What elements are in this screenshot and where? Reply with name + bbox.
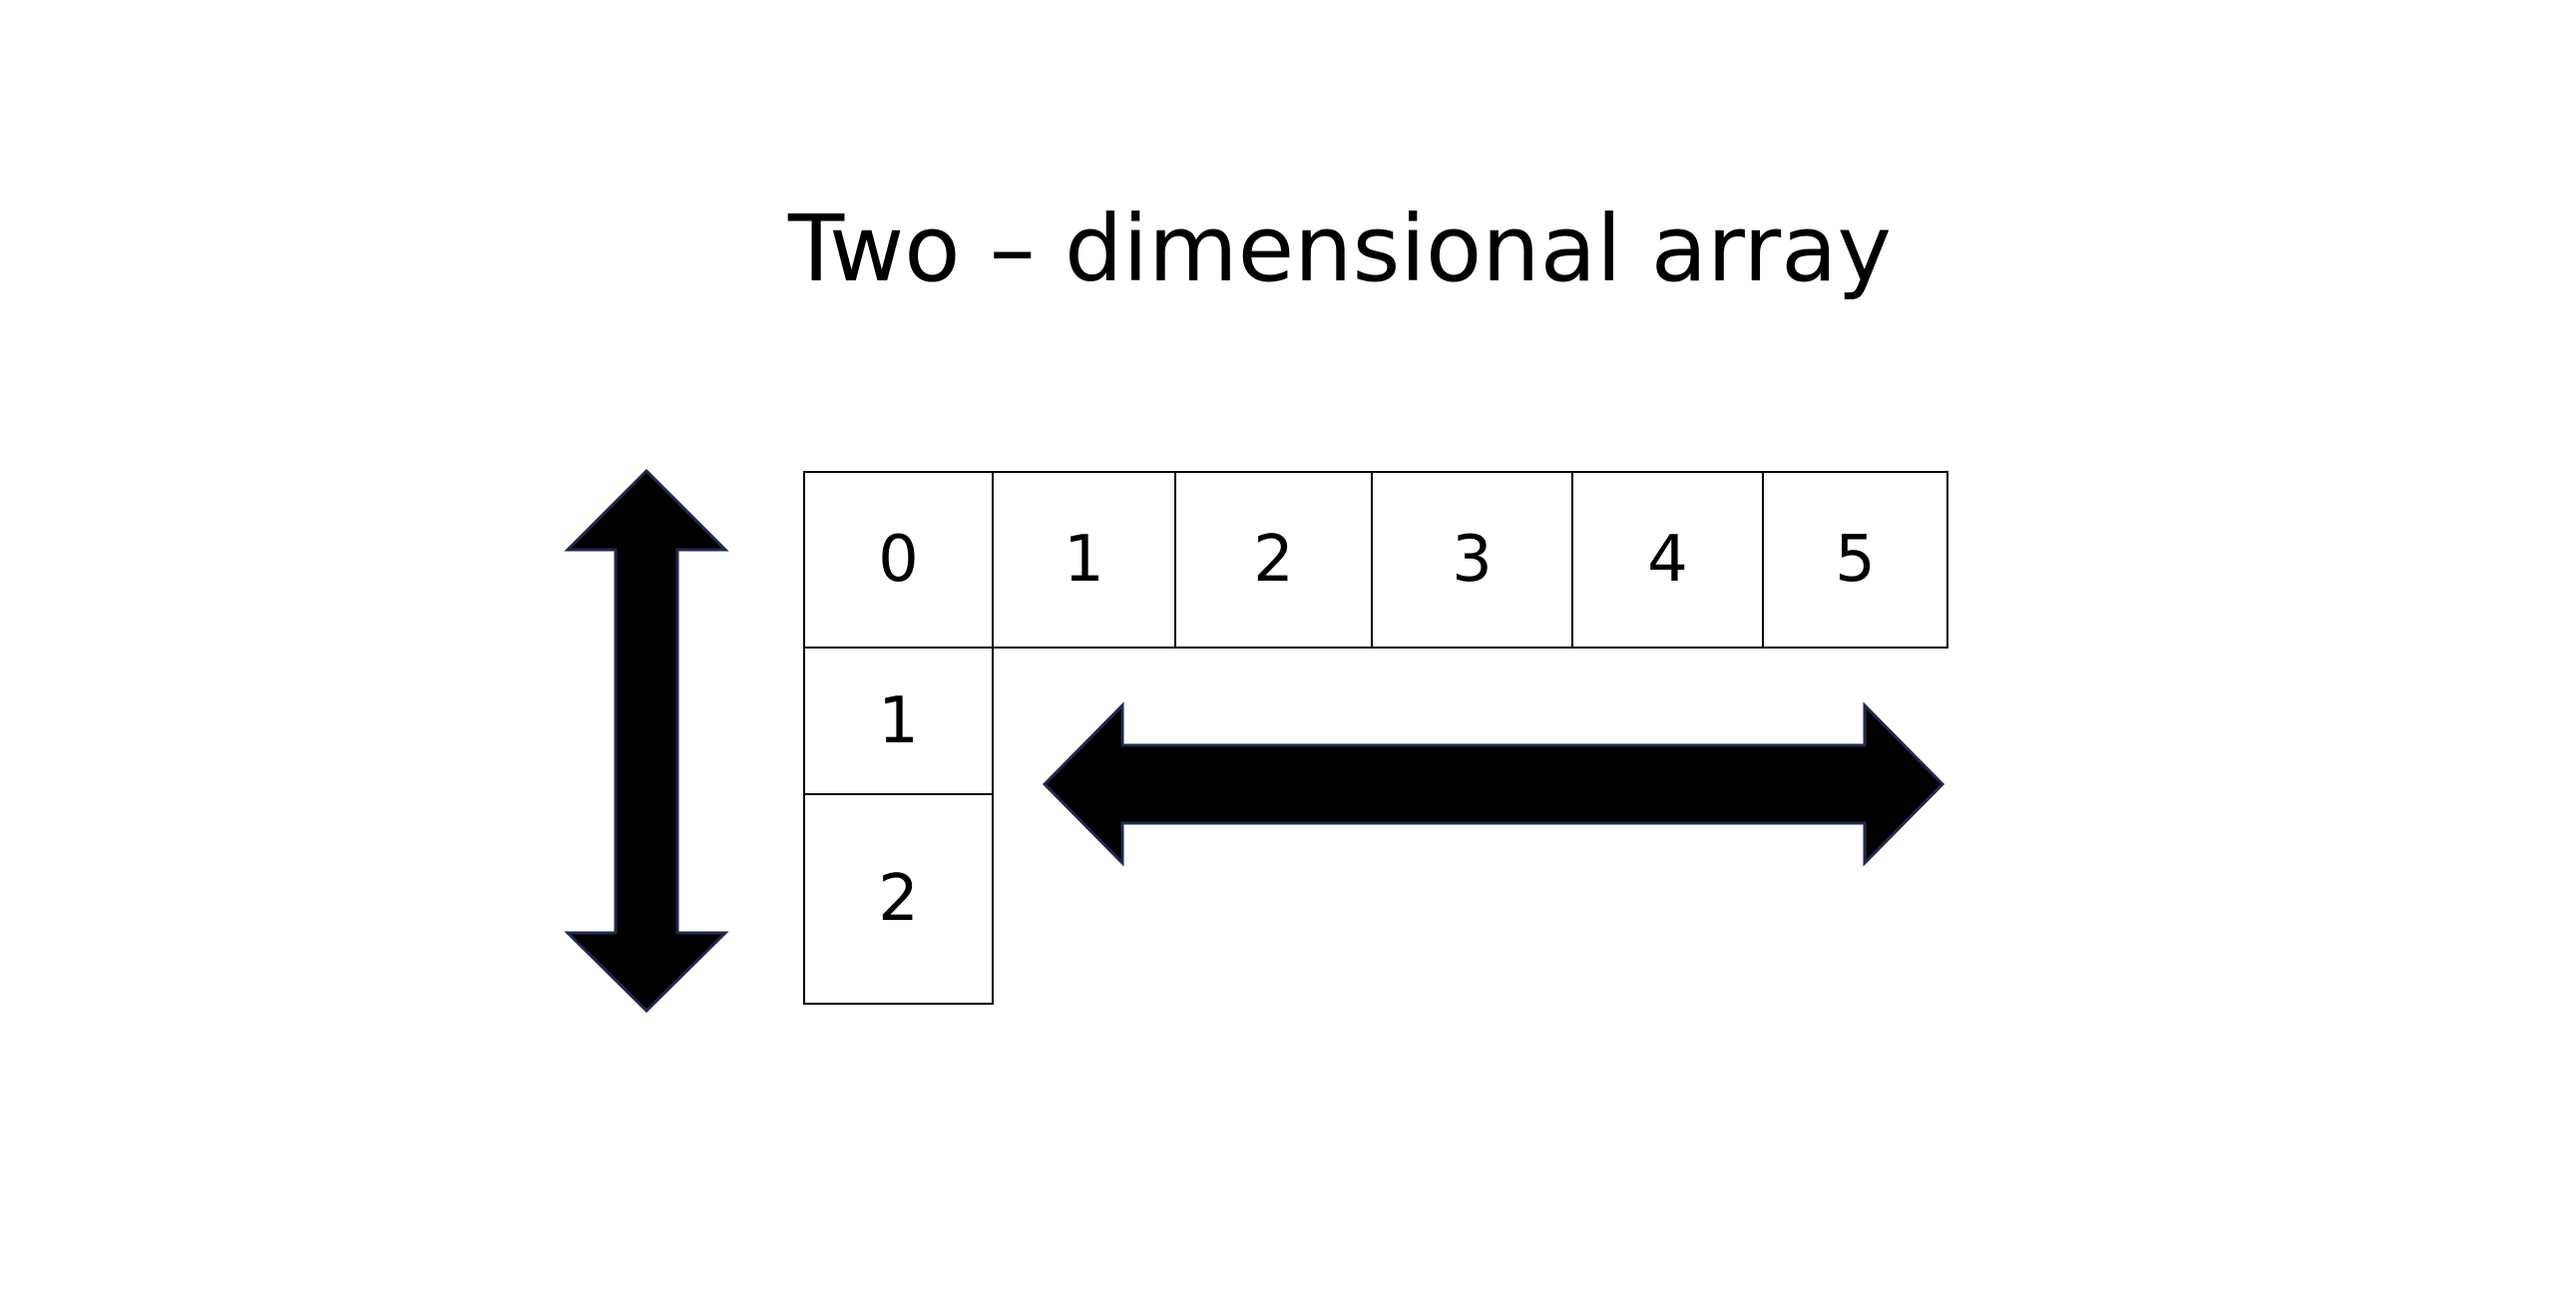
array-cell-row0-col4: 4	[1571, 471, 1764, 649]
array-cell-row0-col0: 0	[803, 471, 994, 649]
double-vertical-arrow-icon	[564, 468, 729, 1014]
array-cell-row2-col0: 2	[803, 793, 994, 1005]
array-cell-row0-col3: 3	[1371, 471, 1573, 649]
array-cell-row0-col2: 2	[1174, 471, 1373, 649]
array-cell-row0-col1: 1	[992, 471, 1176, 649]
array-cell-row0-col5: 5	[1762, 471, 1948, 649]
double-horizontal-arrow-icon	[1042, 701, 1945, 867]
slide-title: Two – dimensional array	[788, 196, 1892, 302]
array-cell-row1-col0: 1	[803, 647, 994, 795]
